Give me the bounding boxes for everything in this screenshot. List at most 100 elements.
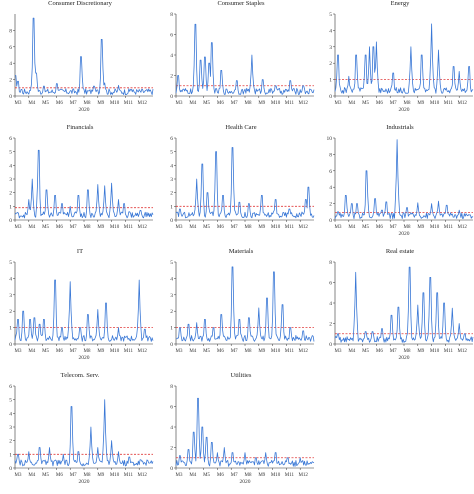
x-tick-label: M8: [245, 473, 252, 478]
x-tick-label: M11: [124, 225, 134, 230]
chart-title: Real estate: [385, 248, 415, 255]
x-axis-year-label: 2020: [399, 355, 410, 361]
y-tick-label: 4: [9, 163, 12, 169]
series-line: [175, 397, 315, 467]
y-tick-label: 2: [170, 309, 173, 315]
chart-title: Utilities: [230, 372, 252, 379]
x-tick-label: M12: [298, 349, 308, 354]
x-tick-label: M10: [271, 225, 281, 230]
y-tick-label: 0: [9, 218, 12, 224]
x-tick-label: M6: [56, 225, 63, 230]
series-line: [334, 139, 474, 220]
x-tick-label: M11: [124, 349, 134, 354]
y-tick-label: 1: [170, 326, 173, 332]
x-tick-label: M8: [404, 101, 411, 106]
x-tick-label: M5: [42, 101, 49, 106]
y-tick-label: 2: [9, 439, 12, 445]
y-tick-label: 4: [170, 53, 173, 59]
chart-svg: 0 1 2 3 4 5 6 M3 M4 M5 M6 M7 M8 M9 M10 M11 M12: [170, 136, 315, 230]
x-tick-label: M11: [285, 101, 295, 106]
x-tick-label: M4: [28, 225, 35, 230]
x-tick-label: M11: [444, 349, 454, 354]
y-tick-label: 0: [9, 342, 12, 348]
x-tick-label: M5: [362, 225, 369, 230]
x-axis-year-label: 2020: [79, 479, 90, 485]
chart-svg: 0 2 4 6 8 M3 M4 M5 M6 M7 M8 M9 M10 M11 M12 2020: [329, 260, 474, 361]
x-tick-label: M3: [335, 225, 342, 230]
x-tick-label: M6: [217, 473, 224, 478]
chart-title: Consumer Discretionary: [48, 0, 112, 7]
x-tick-label: M12: [457, 101, 467, 106]
x-tick-label: M6: [217, 349, 224, 354]
y-tick-label: 6: [170, 33, 173, 39]
x-tick-label: M11: [444, 101, 454, 106]
x-tick-label: M7: [70, 225, 77, 230]
y-tick-label: 4: [170, 276, 173, 282]
y-tick-label: 5: [9, 260, 12, 266]
x-tick-label: M10: [430, 101, 440, 106]
y-tick-label: 6: [329, 281, 332, 287]
x-tick-label: M8: [84, 473, 91, 478]
x-tick-label: M3: [15, 349, 22, 354]
y-tick-label: 2: [9, 78, 12, 84]
chart-panel: Telecom. Serv. 0 1 2 3 4 5 6 M3 M4 M5 M6 M7 M8 M9 M10 M1…: [5, 372, 155, 494]
x-tick-label: M10: [430, 225, 440, 230]
x-tick-label: M12: [457, 349, 467, 354]
y-tick-label: 6: [329, 169, 332, 175]
y-tick-label: 1: [170, 204, 173, 210]
y-tick-label: 0: [329, 94, 332, 100]
x-tick-label: M12: [137, 349, 147, 354]
x-tick-label: M4: [28, 349, 35, 354]
y-tick-label: 0: [170, 218, 173, 224]
x-tick-label: M9: [417, 349, 424, 354]
x-tick-label: M9: [258, 225, 265, 230]
x-tick-label: M10: [110, 225, 120, 230]
x-tick-label: M3: [176, 225, 183, 230]
x-axis-year-label: 2020: [79, 107, 90, 113]
y-tick-label: 0: [170, 342, 173, 348]
x-tick-label: M10: [110, 349, 120, 354]
chart-panel: Energy 0 1 2 3 4 5 M3 M4 M5 M6 M7 M8 M9 M10 M11 M12 2020: [325, 0, 474, 122]
x-tick-label: M3: [176, 101, 183, 106]
x-tick-label: M6: [56, 101, 63, 106]
x-tick-label: M3: [335, 349, 342, 354]
x-axis-year-label: 2020: [399, 231, 410, 237]
x-tick-label: M9: [97, 349, 104, 354]
y-tick-label: 3: [329, 45, 332, 51]
x-tick-label: M12: [298, 473, 308, 478]
x-tick-label: M11: [285, 473, 295, 478]
x-tick-label: M4: [348, 349, 355, 354]
x-tick-label: M6: [376, 101, 383, 106]
series-line: [175, 23, 315, 95]
series-line: [14, 149, 154, 219]
x-tick-label: M6: [376, 225, 383, 230]
x-axis-year-label: 2020: [79, 355, 90, 361]
y-tick-label: 0: [9, 94, 12, 100]
y-tick-label: 0: [170, 466, 173, 472]
x-tick-label: M5: [203, 101, 210, 106]
y-tick-label: 8: [329, 152, 332, 158]
x-tick-label: M4: [348, 225, 355, 230]
x-tick-label: M11: [285, 225, 295, 230]
x-tick-label: M5: [203, 225, 210, 230]
x-tick-label: M3: [15, 473, 22, 478]
x-tick-label: M10: [271, 473, 281, 478]
chart-title: Financials: [66, 124, 94, 131]
chart-svg: 0 2 4 6 8 M3 M4 M5 M6 M7 M8 M9 M10 M11 M12 2020: [9, 14, 154, 113]
x-tick-label: M6: [217, 225, 224, 230]
y-tick-label: 4: [329, 301, 332, 307]
series-line: [15, 17, 154, 96]
x-tick-label: M8: [404, 349, 411, 354]
x-tick-label: M9: [258, 349, 265, 354]
y-tick-label: 6: [9, 136, 12, 142]
x-tick-label: M3: [15, 101, 22, 106]
x-tick-label: M6: [376, 349, 383, 354]
y-tick-label: 2: [9, 309, 12, 315]
y-tick-label: 2: [329, 322, 332, 328]
y-tick-label: 4: [9, 411, 12, 417]
series-line: [334, 266, 474, 343]
y-tick-label: 0: [9, 466, 12, 472]
y-tick-label: 1: [329, 78, 332, 84]
x-tick-label: M5: [42, 225, 49, 230]
x-tick-label: M5: [203, 473, 210, 478]
